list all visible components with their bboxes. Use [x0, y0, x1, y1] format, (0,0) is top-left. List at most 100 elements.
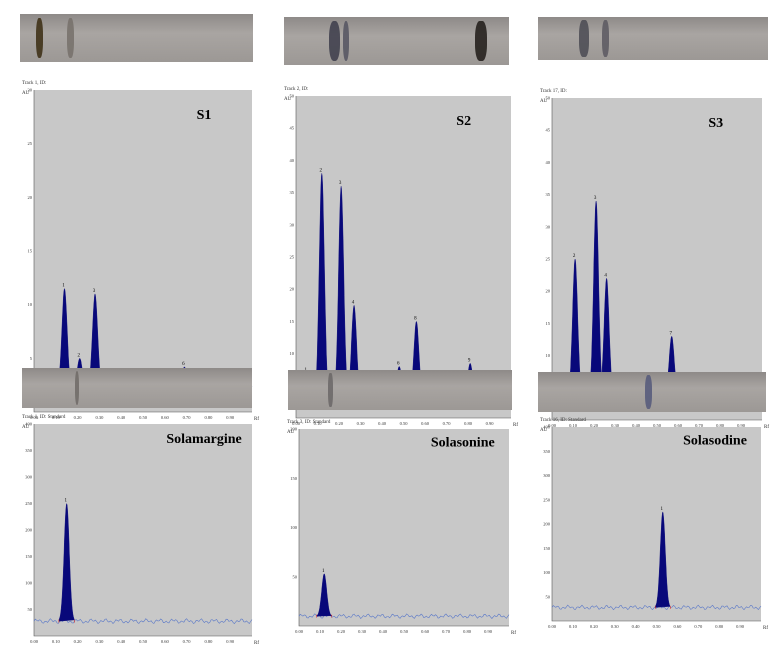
x-tick-label: 0.10 — [569, 624, 578, 629]
peak-label: 3 — [93, 289, 96, 294]
y-tick-label: 20 — [28, 195, 33, 200]
y-tick-label: 100 — [25, 581, 33, 586]
x-tick-label: 0.90 — [226, 415, 235, 420]
x-tick-label: 0.40 — [378, 421, 387, 426]
tlc-strip-image — [20, 14, 253, 62]
y-axis-label: AU — [287, 430, 295, 435]
tlc-band — [579, 20, 589, 57]
x-tick-label: 0.50 — [653, 423, 662, 428]
x-tick-label: 0.70 — [442, 629, 451, 634]
tlc-strip-image — [538, 17, 768, 60]
y-tick-label: 5 — [30, 356, 33, 361]
x-tick-label: 0.30 — [611, 423, 620, 428]
y-tick-label: 25 — [546, 257, 551, 262]
y-axis-label: AU — [22, 91, 30, 96]
tlc-band — [475, 20, 487, 62]
y-tick-label: 150 — [290, 476, 298, 481]
x-tick-label: 0.70 — [694, 624, 703, 629]
tlc-band — [328, 373, 333, 407]
panel-title: Solasodine — [683, 433, 747, 448]
baseline-trace — [33, 618, 253, 625]
y-tick-label: 50 — [28, 607, 33, 612]
y-tick-label: 250 — [25, 501, 33, 506]
y-tick-label: 100 — [543, 570, 551, 575]
x-tick-label: 0.30 — [358, 629, 367, 634]
x-tick-label: 0.30 — [95, 415, 104, 420]
x-tick-label: 0.50 — [653, 624, 662, 629]
axis-lines — [295, 96, 511, 419]
peak-label: 6 — [182, 362, 185, 367]
y-tick-label: 150 — [543, 546, 551, 551]
peak-label: 2 — [573, 254, 576, 259]
x-axis-label: Rf — [764, 425, 769, 430]
tlc-band — [329, 20, 341, 62]
tlc-band — [645, 375, 652, 409]
y-tick-label: 25 — [290, 255, 295, 260]
x-tick-label: 0.20 — [335, 421, 344, 426]
x-tick-label: 0.20 — [74, 415, 83, 420]
peak-label: 1 — [661, 507, 664, 512]
x-tick-label: 0.50 — [139, 415, 148, 420]
x-tick-label: 0.70 — [695, 423, 704, 428]
x-tick-label: 0.00 — [292, 421, 301, 426]
x-tick-label: 0.80 — [204, 415, 213, 420]
y-tick-label: 30 — [290, 222, 295, 227]
baseline-trace — [551, 604, 762, 611]
x-tick-label: 0.30 — [95, 639, 104, 644]
y-tick-label: 35 — [546, 192, 551, 197]
y-axis-label: AU — [540, 99, 548, 104]
peak — [58, 502, 75, 622]
peak — [316, 573, 333, 617]
peak — [655, 511, 671, 608]
axis-lines — [33, 90, 252, 413]
tlc-strip-image — [538, 372, 766, 412]
x-tick-label: 0.10 — [52, 415, 61, 420]
x-tick-label: 0.10 — [569, 423, 578, 428]
peak-label: 2 — [78, 353, 81, 358]
y-tick-label: 150 — [25, 554, 33, 559]
tlc-band — [602, 20, 610, 57]
x-tick-label: 0.50 — [139, 639, 148, 644]
x-tick-label: 0.60 — [161, 639, 170, 644]
plot-area — [552, 98, 762, 420]
y-tick-label: 50 — [546, 96, 551, 101]
peak-label: 3 — [594, 196, 597, 201]
track-header: Track 17, ID: — [540, 89, 567, 94]
y-tick-label: 10 — [290, 351, 295, 356]
axis-lines — [551, 98, 762, 421]
plot-area — [552, 427, 761, 621]
x-tick-label: 0.60 — [161, 415, 170, 420]
x-tick-label: 0.60 — [421, 629, 430, 634]
track-header: Track 1, ID: — [22, 81, 46, 86]
x-tick-label: 0.40 — [632, 423, 641, 428]
x-axis-label: Rf — [254, 417, 259, 422]
tlc-band — [74, 371, 80, 405]
x-tick-label: 0.90 — [226, 639, 235, 644]
x-tick-label: 0.00 — [548, 624, 557, 629]
tlc-band — [342, 20, 350, 62]
y-axis-label: AU — [284, 97, 292, 102]
track-header: Track 3, ID: Standard — [287, 420, 331, 425]
y-tick-label: 400 — [543, 425, 551, 430]
x-tick-label: 0.70 — [183, 639, 192, 644]
y-tick-label: 15 — [546, 321, 551, 326]
y-tick-label: 300 — [543, 473, 551, 478]
track-header: Track 2, ID: — [284, 87, 308, 92]
axis-lines — [33, 424, 252, 637]
peak-label: 9 — [468, 358, 471, 363]
x-tick-label: 0.00 — [548, 423, 557, 428]
peak-label: 4 — [604, 273, 607, 278]
x-tick-label: 0.90 — [486, 421, 495, 426]
panel-title: S1 — [197, 108, 212, 123]
tlc-band — [66, 17, 74, 59]
x-tick-label: 0.60 — [421, 421, 430, 426]
plot-area — [299, 429, 509, 626]
y-tick-label: 350 — [543, 449, 551, 454]
x-tick-label: 0.60 — [673, 624, 682, 629]
y-axis-label: AU — [540, 428, 548, 433]
y-tick-label: 200 — [25, 528, 33, 533]
baseline-trace — [298, 613, 510, 619]
x-tick-label: 0.80 — [716, 423, 725, 428]
y-tick-label: 40 — [546, 160, 551, 165]
